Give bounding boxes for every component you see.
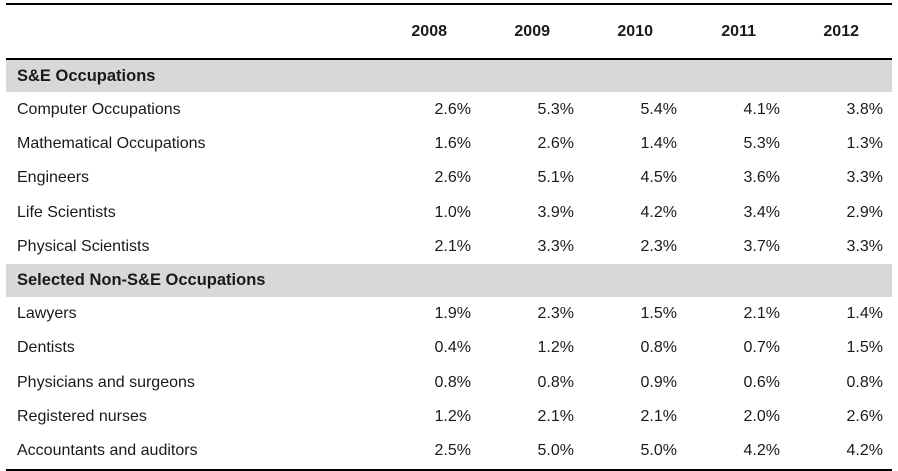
row-label-column-header <box>6 4 377 60</box>
cell-value: 0.8% <box>640 339 677 357</box>
cell-value: 3.4% <box>743 203 780 221</box>
cell-value: 1.2% <box>434 408 471 426</box>
cell-value: 0.7% <box>743 339 780 357</box>
row-label: Dentists <box>17 339 75 357</box>
cell-value: 0.6% <box>743 373 780 391</box>
cell-value: 1.0% <box>434 203 471 221</box>
occupations-by-year-table: 2008 2009 2010 2011 2012 S&E Occupations… <box>6 3 892 471</box>
cell-value: 2.6% <box>434 169 471 187</box>
row-label: Physical Scientists <box>17 238 150 256</box>
column-header-2008: 2008 <box>377 4 480 60</box>
cell-value: 0.8% <box>846 373 883 391</box>
cell-value: 3.8% <box>846 100 883 118</box>
cell-value: 2.1% <box>640 408 677 426</box>
column-header-2010: 2010 <box>583 4 686 60</box>
table-row-registered-nurses: Registered nurses 1.2% 2.1% 2.1% 2.0% 2.… <box>6 400 892 434</box>
table-row-accountants-and-auditors: Accountants and auditors 2.5% 5.0% 5.0% … <box>6 434 892 469</box>
cell-value: 1.9% <box>434 304 471 322</box>
cell-value: 2.1% <box>743 304 780 322</box>
table-row-physical-scientists: Physical Scientists 2.1% 3.3% 2.3% 3.7% … <box>6 230 892 264</box>
cell-value: 4.2% <box>640 203 677 221</box>
cell-value: 2.3% <box>640 238 677 256</box>
cell-value: 2.0% <box>743 408 780 426</box>
table-row-mathematical-occupations: Mathematical Occupations 1.6% 2.6% 1.4% … <box>6 127 892 161</box>
cell-value: 1.6% <box>434 134 471 152</box>
cell-value: 1.4% <box>640 134 677 152</box>
column-header-2009: 2009 <box>480 4 583 60</box>
column-header-2012: 2012 <box>789 4 892 60</box>
cell-value: 1.4% <box>846 304 883 322</box>
row-label: Computer Occupations <box>17 100 181 118</box>
section-title-se: S&E Occupations <box>6 59 892 93</box>
column-header-2011: 2011 <box>686 4 789 60</box>
table-row-dentists: Dentists 0.4% 1.2% 0.8% 0.7% 1.5% <box>6 331 892 365</box>
table-row-lawyers: Lawyers 1.9% 2.3% 1.5% 2.1% 1.4% <box>6 297 892 331</box>
cell-value: 1.3% <box>846 134 883 152</box>
cell-value: 0.4% <box>434 339 471 357</box>
cell-value: 1.2% <box>537 339 574 357</box>
cell-value: 3.3% <box>537 238 574 256</box>
row-label: Engineers <box>17 169 90 187</box>
cell-value: 3.3% <box>846 238 883 256</box>
cell-value: 2.6% <box>846 408 883 426</box>
cell-value: 4.2% <box>743 442 780 460</box>
cell-value: 2.1% <box>434 238 471 256</box>
row-label: Physicians and surgeons <box>17 373 195 391</box>
cell-value: 2.6% <box>537 134 574 152</box>
table-row-physicians-and-surgeons: Physicians and surgeons 0.8% 0.8% 0.9% 0… <box>6 366 892 400</box>
cell-value: 5.0% <box>537 442 574 460</box>
cell-value: 5.3% <box>537 100 574 118</box>
row-label: Registered nurses <box>17 408 147 426</box>
cell-value: 2.3% <box>537 304 574 322</box>
cell-value: 5.0% <box>640 442 677 460</box>
row-label: Lawyers <box>17 304 77 322</box>
table-header-row: 2008 2009 2010 2011 2012 <box>6 4 892 60</box>
cell-value: 4.2% <box>846 442 883 460</box>
cell-value: 2.1% <box>537 408 574 426</box>
table-row-engineers: Engineers 2.6% 5.1% 4.5% 3.6% 3.3% <box>6 161 892 195</box>
row-label: Accountants and auditors <box>17 442 198 460</box>
cell-value: 0.9% <box>640 373 677 391</box>
cell-value: 0.8% <box>434 373 471 391</box>
cell-value: 1.5% <box>640 304 677 322</box>
cell-value: 4.5% <box>640 169 677 187</box>
table-row-computer-occupations: Computer Occupations 2.6% 5.3% 5.4% 4.1%… <box>6 92 892 126</box>
table-row-life-scientists: Life Scientists 1.0% 3.9% 4.2% 3.4% 2.9% <box>6 196 892 230</box>
cell-value: 5.3% <box>743 134 780 152</box>
cell-value: 2.6% <box>434 100 471 118</box>
cell-value: 1.5% <box>846 339 883 357</box>
row-label: Mathematical Occupations <box>17 134 206 152</box>
cell-value: 3.6% <box>743 169 780 187</box>
cell-value: 5.4% <box>640 100 677 118</box>
cell-value: 3.7% <box>743 238 780 256</box>
cell-value: 3.9% <box>537 203 574 221</box>
cell-value: 0.8% <box>537 373 574 391</box>
cell-value: 2.9% <box>846 203 883 221</box>
section-header-row-non-se: Selected Non-S&E Occupations <box>6 264 892 297</box>
section-title-non-se: Selected Non-S&E Occupations <box>6 264 892 297</box>
row-label: Life Scientists <box>17 203 116 221</box>
section-header-row-se: S&E Occupations <box>6 59 892 93</box>
cell-value: 4.1% <box>743 100 780 118</box>
cell-value: 3.3% <box>846 169 883 187</box>
cell-value: 2.5% <box>434 442 471 460</box>
cell-value: 5.1% <box>537 169 574 187</box>
